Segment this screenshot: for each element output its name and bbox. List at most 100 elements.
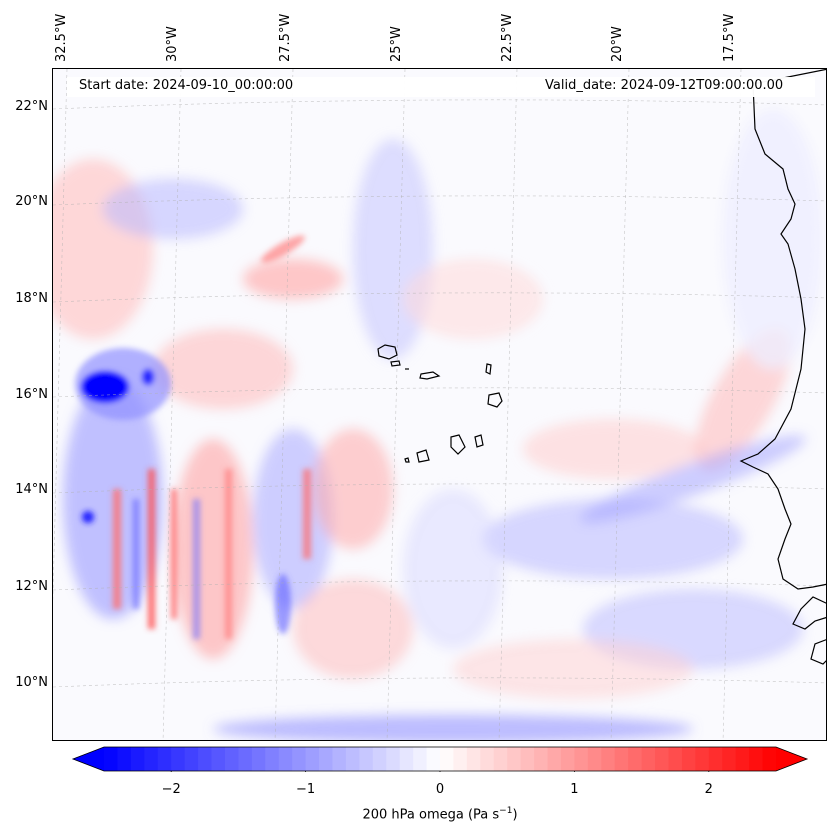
colorbar-segment [345,747,360,771]
colorbar-segment [265,747,280,771]
colorbar-segment [278,747,293,771]
colorbar-label: 200 hPa omega (Pa s−1) [0,806,837,822]
meridian-line [53,69,68,604]
lat-label-22n: 22°N [15,99,48,114]
colorbar-segment [681,747,696,771]
start-date-label: Start date: 2024-09-10_00:00:00 [79,78,294,93]
colorbar-segment [184,747,199,771]
colorbar-segment [574,747,589,771]
colorbar-segment [480,747,495,771]
colorbar-segment [534,747,549,771]
colorbar-segment [722,747,737,771]
colorbar-extend-min [72,747,104,771]
colorbar-segment [466,747,481,771]
colorbar-segment [560,747,575,771]
map-panel [52,68,827,741]
colorbar-segment [372,747,387,771]
colorbar-segment [238,747,253,771]
colorbar [72,746,808,772]
lat-label-16n: 16°N [15,387,48,402]
colorbar-segment [587,747,602,771]
coastline [377,69,826,665]
meridian-line [498,69,518,740]
lat-label-10n: 10°N [15,675,48,690]
lon-label-22-5w: 22.5°W [500,13,515,62]
colorbar-segment [641,747,656,771]
colorbar-segment [614,747,629,771]
omega-field [53,109,823,740]
colorbar-segment [426,747,441,771]
meridian-line [610,69,630,740]
lon-label-17-5w: 17.5°W [722,13,737,62]
colorbar-segment [104,747,118,771]
colorbar-outline [72,746,808,772]
lon-label-30w: 30°W [165,26,180,62]
valid-date-label: Valid_date: 2024-09-12T09:00:00.00 [545,78,784,93]
lat-label-20n: 20°N [15,194,48,209]
colorbar-segment [493,747,508,771]
colorbar-tick-2: 2 [704,782,713,797]
colorbar-segment [319,747,333,771]
gridlines [53,69,826,740]
colorbar-ramp [72,746,808,772]
meridian-line [274,69,294,740]
colorbar-label-text: 200 hPa omega (Pa s [362,807,500,823]
colorbar-segment [211,747,226,771]
meridian-line [162,69,182,740]
colorbar-tick-0: 0 [435,782,445,797]
lon-label-27-5w: 27.5°W [278,13,293,62]
meridian-line [722,69,742,740]
colorbar-segment [157,747,172,771]
colorbar-segment [695,747,710,771]
colorbar-segment [668,747,683,771]
date-label-band [67,77,815,97]
colorbar-segment [762,747,777,771]
colorbar-segment [117,747,132,771]
lat-label-12n: 12°N [15,579,48,594]
colorbar-extend-max [776,747,808,771]
colorbar-segment [305,747,320,771]
colorbar-segment [332,747,347,771]
colorbar-segment [144,747,159,771]
colorbar-segment [130,747,145,771]
colorbar-tick-1: 1 [570,782,579,797]
lat-label-18n: 18°N [15,291,48,306]
parallel-line [53,292,826,303]
colorbar-label-exponent: −1 [499,806,513,816]
colorbar-segment [224,747,239,771]
parallel-line [53,483,826,494]
omega-map [53,69,826,740]
colorbar-segment [749,747,764,771]
colorbar-segment [386,747,401,771]
colorbar-segment [198,747,213,771]
lon-label-25w: 25°W [389,26,404,62]
colorbar-segment [453,747,468,771]
colorbar-segment [507,747,522,771]
colorbar-segment [520,747,535,771]
colorbar-segment [413,747,428,771]
colorbar-segment [655,747,669,771]
colorbar-segment [359,747,374,771]
colorbar-segment [601,747,616,771]
colorbar-segment [708,747,723,771]
colorbar-segment [735,747,750,771]
colorbar-segment [292,747,307,771]
parallel-line [53,677,826,688]
parallel-line [53,580,826,591]
colorbar-segment [399,747,414,771]
lat-label-14n: 14°N [15,482,48,497]
lon-label-32-5w: 32.5°W [54,13,69,62]
colorbar-segment [251,747,266,771]
lon-label-20w: 20°W [610,26,625,62]
colorbar-segment [171,747,186,771]
colorbar-tick-minus-2: −2 [161,782,181,797]
colorbar-segment [440,747,454,771]
colorbar-segment [628,747,643,771]
parallel-line [53,99,826,110]
colorbar-segment [547,747,562,771]
parallel-line [53,387,826,398]
parallel-line [53,195,826,206]
meridian-line [386,69,406,740]
colorbar-label-close: ) [512,807,518,823]
colorbar-tick-minus-1: −1 [296,782,316,797]
